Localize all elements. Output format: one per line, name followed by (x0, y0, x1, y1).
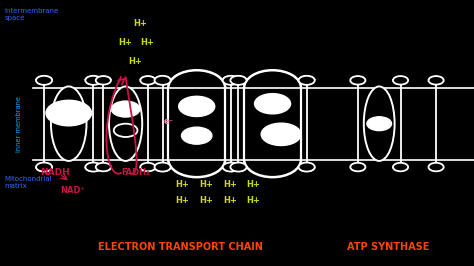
Text: FADH₂: FADH₂ (121, 168, 150, 177)
Text: H+: H+ (246, 180, 261, 189)
Circle shape (367, 117, 392, 131)
Text: H+: H+ (246, 196, 261, 205)
Circle shape (36, 76, 52, 85)
Circle shape (96, 163, 111, 171)
Circle shape (36, 163, 52, 172)
Ellipse shape (364, 86, 394, 161)
Circle shape (299, 76, 315, 85)
Text: H+: H+ (133, 19, 147, 28)
Circle shape (96, 76, 111, 85)
Circle shape (393, 163, 408, 171)
Circle shape (155, 163, 171, 172)
Circle shape (223, 163, 239, 172)
Ellipse shape (109, 86, 142, 161)
Text: NADH: NADH (40, 168, 70, 177)
Circle shape (350, 76, 365, 85)
Circle shape (230, 163, 246, 172)
Text: H+: H+ (223, 196, 237, 205)
Circle shape (111, 101, 140, 117)
Circle shape (155, 76, 171, 85)
Text: NAD⁺: NAD⁺ (61, 186, 85, 195)
Text: H+: H+ (199, 196, 213, 205)
Text: H+: H+ (175, 180, 190, 189)
Text: Mitochondrial
matrix: Mitochondrial matrix (5, 176, 52, 189)
Text: H+: H+ (118, 38, 133, 47)
Circle shape (85, 76, 101, 85)
Ellipse shape (51, 86, 86, 161)
Text: e⁻: e⁻ (163, 117, 173, 126)
Circle shape (223, 76, 239, 85)
Circle shape (85, 163, 101, 172)
Circle shape (114, 124, 137, 137)
Text: ATP SYNTHASE: ATP SYNTHASE (347, 242, 430, 252)
Circle shape (140, 163, 155, 171)
Circle shape (261, 123, 301, 146)
Text: Inner membrane: Inner membrane (16, 96, 22, 152)
Circle shape (350, 163, 365, 171)
Text: H+: H+ (223, 180, 237, 189)
Text: ELECTRON TRANSPORT CHAIN: ELECTRON TRANSPORT CHAIN (98, 242, 263, 252)
Circle shape (140, 76, 155, 85)
Circle shape (179, 96, 215, 117)
Text: Intermembrane
space: Intermembrane space (5, 8, 59, 21)
Circle shape (428, 76, 444, 85)
Circle shape (393, 76, 408, 85)
Text: H+: H+ (199, 180, 213, 189)
Circle shape (255, 94, 291, 114)
Circle shape (428, 163, 444, 171)
Text: H+: H+ (128, 57, 142, 66)
Text: H+: H+ (175, 196, 190, 205)
Circle shape (230, 76, 246, 85)
Text: H+: H+ (140, 38, 154, 47)
Circle shape (182, 127, 212, 144)
Circle shape (46, 100, 91, 126)
Circle shape (299, 163, 315, 172)
